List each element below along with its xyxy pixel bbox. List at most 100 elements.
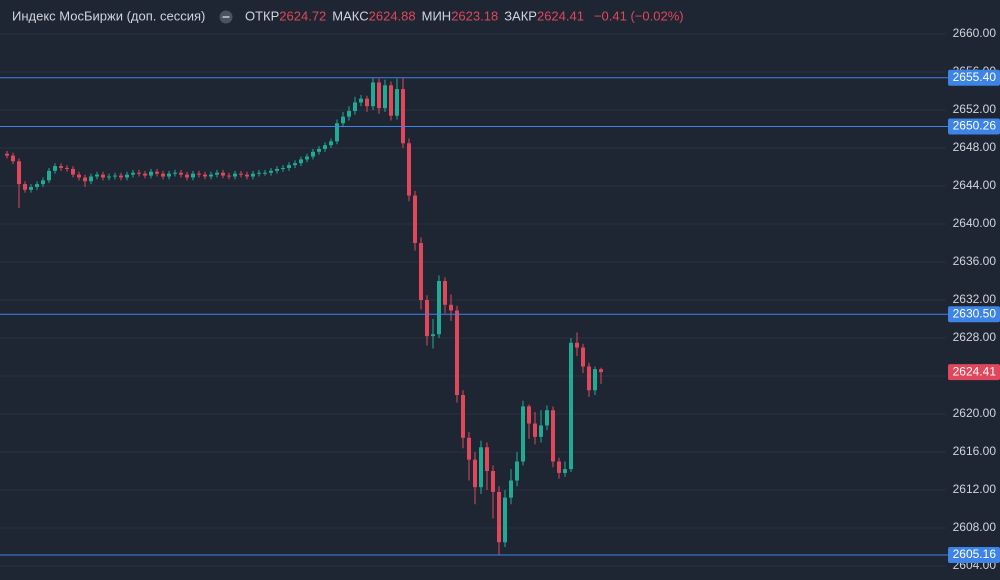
candle-body — [293, 163, 297, 166]
candle-body — [461, 395, 465, 438]
legend-label: МИН — [422, 8, 452, 23]
candle-body — [125, 174, 129, 178]
y-tick-label: 2612.00 — [953, 482, 997, 496]
candle-body — [287, 165, 291, 168]
candle-body — [593, 369, 597, 391]
level-label-box — [948, 69, 1000, 86]
candle-body — [449, 304, 453, 311]
candle-body — [35, 184, 39, 187]
candle-body — [65, 167, 69, 169]
level-label: 2655.40 — [953, 70, 997, 84]
candle-body — [143, 173, 147, 176]
candle-body — [479, 447, 483, 488]
candle-body — [215, 172, 219, 175]
candle-body — [347, 110, 351, 117]
candle-body — [497, 491, 501, 543]
candle-body — [263, 172, 267, 174]
candle-body — [197, 173, 201, 175]
candle-body — [491, 471, 495, 492]
candle-body — [377, 82, 381, 109]
candle-body — [155, 171, 159, 174]
candle-body — [11, 155, 15, 162]
level-label: 2630.50 — [953, 306, 997, 320]
candle-body — [95, 174, 99, 177]
candle-body — [545, 410, 549, 426]
legend-value: 2624.72 — [279, 8, 326, 23]
candle-body — [431, 334, 435, 337]
candle-body — [521, 406, 525, 462]
candle-body — [77, 174, 81, 178]
candle-body — [83, 177, 87, 182]
candle-body — [383, 85, 387, 109]
candle-body — [365, 98, 369, 107]
candle-body — [251, 173, 255, 177]
legend-label: ОТКР — [245, 8, 279, 23]
candle-body — [245, 174, 249, 177]
candle-body — [227, 175, 231, 177]
candle-body — [107, 176, 111, 178]
candle-body — [311, 151, 315, 157]
candle-body — [23, 184, 27, 190]
candle-body — [425, 300, 429, 337]
y-tick-label: 2652.00 — [953, 102, 997, 116]
candle-body — [161, 173, 165, 177]
candle-body — [281, 167, 285, 169]
candle-body — [5, 153, 9, 156]
level-label-box — [948, 306, 1000, 323]
level-label: 2650.26 — [953, 119, 997, 133]
candle-body — [221, 172, 225, 176]
y-tick-label: 2644.00 — [953, 178, 997, 192]
candle-body — [323, 145, 327, 149]
candle-body — [257, 172, 261, 174]
last-price-label: 2624.41 — [953, 364, 997, 378]
candle-body — [359, 98, 363, 103]
candle-body — [599, 369, 603, 373]
candle-body — [515, 461, 519, 481]
y-tick-label: 2648.00 — [953, 140, 997, 154]
candle-body — [203, 174, 207, 177]
candle-body — [149, 171, 153, 176]
candle-body — [389, 85, 393, 116]
candle-body — [455, 310, 459, 396]
candle-body — [371, 82, 375, 107]
candle-body — [167, 173, 171, 177]
candle-body — [275, 168, 279, 171]
candle-body — [299, 159, 303, 164]
legend-value: 2624.41 — [537, 8, 584, 23]
candle-body — [437, 281, 441, 335]
candle-body — [59, 166, 63, 168]
level-label-box — [948, 118, 1000, 135]
candle-body — [131, 172, 135, 175]
candle-body — [101, 174, 105, 178]
y-tick-label: 2608.00 — [953, 520, 997, 534]
candle-body — [467, 437, 471, 460]
candle-body — [269, 170, 273, 173]
candle-body — [233, 173, 237, 177]
candle-body — [407, 143, 411, 196]
candle-body — [485, 447, 489, 472]
candle-body — [317, 148, 321, 152]
candle-body — [137, 172, 141, 174]
candle-body — [509, 480, 513, 498]
candle-body — [527, 406, 531, 424]
candle-body — [443, 281, 447, 305]
level-label: 2605.16 — [953, 547, 997, 561]
candle-body — [575, 342, 579, 348]
y-tick-label: 2628.00 — [953, 330, 997, 344]
y-tick-label: 2636.00 — [953, 254, 997, 268]
level-label-box — [948, 547, 1000, 564]
toggle-icon[interactable] — [219, 10, 233, 24]
candle-body — [173, 172, 177, 174]
candle-body — [401, 89, 405, 144]
legend-label: МАКС — [332, 8, 368, 23]
candle-body — [305, 156, 309, 160]
candle-body — [503, 497, 507, 543]
chart-title: Индекс МосБиржи (доп. сессия) — [12, 8, 205, 23]
candle-body — [473, 459, 477, 488]
candle-body — [53, 166, 57, 171]
candle-body — [539, 425, 543, 437]
candle-body — [209, 174, 213, 177]
legend-value: 2623.18 — [451, 8, 498, 23]
